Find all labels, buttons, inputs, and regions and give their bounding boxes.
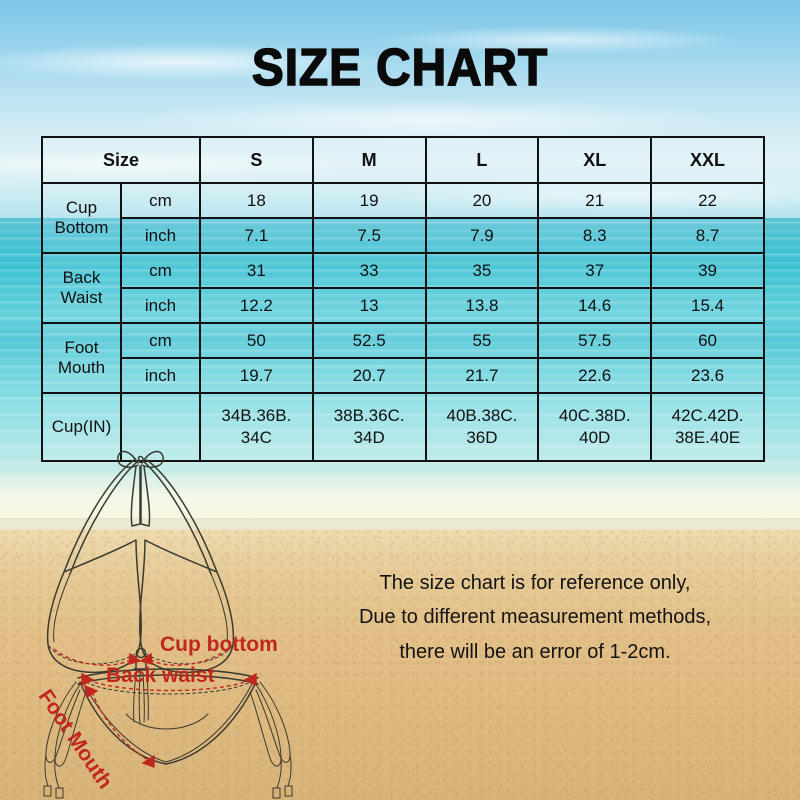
table-header-row: Size S M L XL XXL xyxy=(41,136,765,184)
cell-foot-mouth-inch-m: 20.7 xyxy=(311,357,427,394)
cell-cup-in-l: 40B.38C. 36D xyxy=(424,392,540,462)
table-row: Foot Mouth cm 50 52.5 55 57.5 60 xyxy=(41,322,765,394)
cell-back-waist-inch-m: 13 xyxy=(311,287,427,324)
page-title: SIZE CHART xyxy=(251,39,549,97)
row-unit-cm: cm xyxy=(119,322,201,359)
cell-cup-bottom-cm-xl: 21 xyxy=(537,182,653,219)
cell-foot-mouth-cm-m: 52.5 xyxy=(311,322,427,359)
cell-back-waist-cm-s: 31 xyxy=(198,252,314,289)
cup-bottom-measure-arrows xyxy=(53,648,228,666)
bikini-top-bow xyxy=(117,450,164,527)
cell-cup-in-s: 34B.36B. 34C xyxy=(198,392,314,462)
back-waist-measure-arrows xyxy=(81,672,257,692)
row-label-back-waist: Back Waist xyxy=(41,252,122,324)
cell-cup-bottom-inch-m: 7.5 xyxy=(311,217,427,254)
row-label-cup-in: Cup(IN) xyxy=(41,392,122,462)
cell-cup-bottom-inch-l: 7.9 xyxy=(424,217,540,254)
row-unit-cup-in xyxy=(119,392,201,462)
cell-back-waist-cm-xxl: 39 xyxy=(650,252,765,289)
header-size-xxl: XXL xyxy=(650,136,765,184)
bikini-illustration xyxy=(30,430,350,800)
header-size-l: L xyxy=(424,136,540,184)
row-unit-inch: inch xyxy=(119,217,201,254)
cell-cup-bottom-inch-s: 7.1 xyxy=(198,217,314,254)
cell-cup-in-xl: 40C.38D. 40D xyxy=(537,392,653,462)
cell-foot-mouth-inch-xl: 22.6 xyxy=(537,357,653,394)
row-unit-inch: inch xyxy=(119,357,201,394)
annotation-cup-bottom: Cup bottom xyxy=(160,633,278,656)
bikini-bottom xyxy=(43,668,293,799)
background-sand xyxy=(0,530,800,800)
cell-foot-mouth-cm-s: 50 xyxy=(198,322,314,359)
cell-back-waist-cm-xl: 37 xyxy=(537,252,653,289)
cell-cup-bottom-cm-l: 20 xyxy=(424,182,540,219)
cell-cup-in-xxl: 42C.42D. 38E.40E xyxy=(650,392,765,462)
table-row: inch 12.2 13 13.8 14.6 15.4 xyxy=(42,287,765,324)
disclaimer-text: The size chart is for reference only, Du… xyxy=(330,566,740,669)
cell-cup-bottom-inch-xxl: 8.7 xyxy=(650,217,765,254)
cell-foot-mouth-cm-l: 55 xyxy=(424,322,540,359)
row-unit-cm: cm xyxy=(119,182,201,219)
cell-foot-mouth-cm-xxl: 60 xyxy=(650,322,765,359)
cell-cup-in-m: 38B.36C. 34D xyxy=(311,392,427,462)
disclaimer-line-2: Due to different measurement methods, xyxy=(358,606,712,629)
table-row: Cup Bottom cm 18 19 20 21 22 xyxy=(41,182,765,254)
cell-back-waist-inch-l: 13.8 xyxy=(424,287,540,324)
header-size-m: M xyxy=(311,136,427,184)
background-sand-grain xyxy=(0,530,800,800)
disclaimer-line-3: there will be an error of 1-2cm. xyxy=(399,640,671,663)
cell-back-waist-inch-xl: 14.6 xyxy=(537,287,653,324)
cell-back-waist-inch-s: 12.2 xyxy=(198,287,314,324)
cell-foot-mouth-cm-xl: 57.5 xyxy=(537,322,653,359)
cell-cup-bottom-cm-xxl: 22 xyxy=(650,182,765,219)
cell-foot-mouth-inch-xxl: 23.6 xyxy=(650,357,765,394)
table-row: inch 19.7 20.7 21.7 22.6 23.6 xyxy=(42,357,765,394)
table-row: Back Waist cm 31 33 35 37 39 xyxy=(41,252,765,324)
foot-mouth-measure-arrow xyxy=(84,684,155,768)
cell-foot-mouth-inch-s: 19.7 xyxy=(198,357,314,394)
disclaimer-line-1: The size chart is for reference only, xyxy=(379,572,691,594)
row-label-cup-bottom: Cup Bottom xyxy=(41,182,122,254)
cell-back-waist-cm-l: 35 xyxy=(424,252,540,289)
table-row: Cup(IN) 34B.36B. 34C 38B.36C. 34D 40B.38C.… xyxy=(41,392,765,462)
header-size-xl: XL xyxy=(537,136,653,184)
header-size-s: S xyxy=(198,136,314,184)
header-size-label: Size xyxy=(41,136,201,184)
annotation-back-waist: Back waist xyxy=(106,664,215,687)
row-unit-inch: inch xyxy=(119,287,201,324)
cell-back-waist-inch-xxl: 15.4 xyxy=(650,287,765,324)
cell-back-waist-cm-m: 33 xyxy=(311,252,427,289)
size-chart-table: Size S M L XL XXL Cup Bottom cm 18 19 20… xyxy=(41,136,765,462)
row-unit-cm: cm xyxy=(119,252,201,289)
cell-cup-bottom-cm-s: 18 xyxy=(198,182,314,219)
cell-cup-bottom-inch-xl: 8.3 xyxy=(537,217,653,254)
cell-cup-bottom-cm-m: 19 xyxy=(311,182,427,219)
cell-foot-mouth-inch-l: 21.7 xyxy=(424,357,540,394)
table-row: inch 7.1 7.5 7.9 8.3 8.7 xyxy=(42,217,765,254)
row-label-foot-mouth: Foot Mouth xyxy=(41,322,122,394)
